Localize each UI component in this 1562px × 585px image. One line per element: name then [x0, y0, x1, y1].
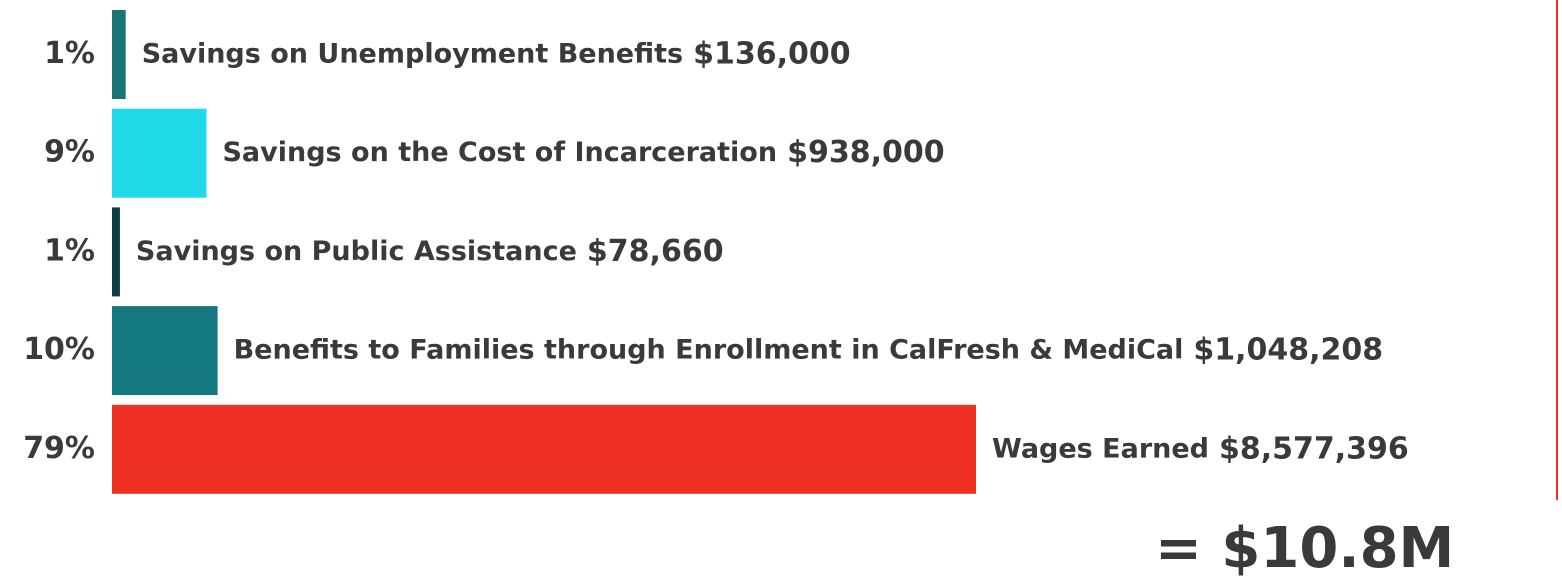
share-label: 9% [44, 135, 95, 170]
share-label: 79% [23, 431, 95, 466]
bar-label: Benefits to Families through Enrollment … [234, 332, 1384, 367]
bar-label: Savings on Public Assistance $78,660 [136, 233, 724, 268]
bar [112, 404, 976, 494]
bar [112, 306, 218, 396]
share-label: 1% [44, 233, 95, 268]
bar-label: Savings on Unemployment Benefits $136,000 [142, 36, 851, 71]
value-label: $136,000 [693, 36, 851, 71]
value-label: $938,000 [787, 135, 945, 170]
category-name: Savings on Unemployment Benefits [142, 38, 683, 69]
bar-label: Wages Earned $8,577,396 [992, 431, 1409, 466]
share-label: 10% [23, 332, 95, 367]
bar [112, 10, 126, 99]
category-name: Wages Earned [992, 433, 1209, 464]
share-label: 1% [44, 36, 95, 71]
value-label: $8,577,396 [1219, 431, 1409, 466]
value-label: $78,660 [587, 233, 724, 268]
bar [112, 108, 207, 198]
category-name: Savings on the Cost of Incarceration [222, 137, 777, 168]
value-label: $1,048,208 [1193, 332, 1383, 367]
category-name: Savings on Public Assistance [136, 235, 577, 266]
bar-label: Savings on the Cost of Incarceration $938… [222, 135, 944, 170]
bar [112, 207, 120, 297]
total-label: = $10.8M [1155, 516, 1454, 581]
category-name: Benefits to Families through Enrollment … [234, 334, 1184, 365]
